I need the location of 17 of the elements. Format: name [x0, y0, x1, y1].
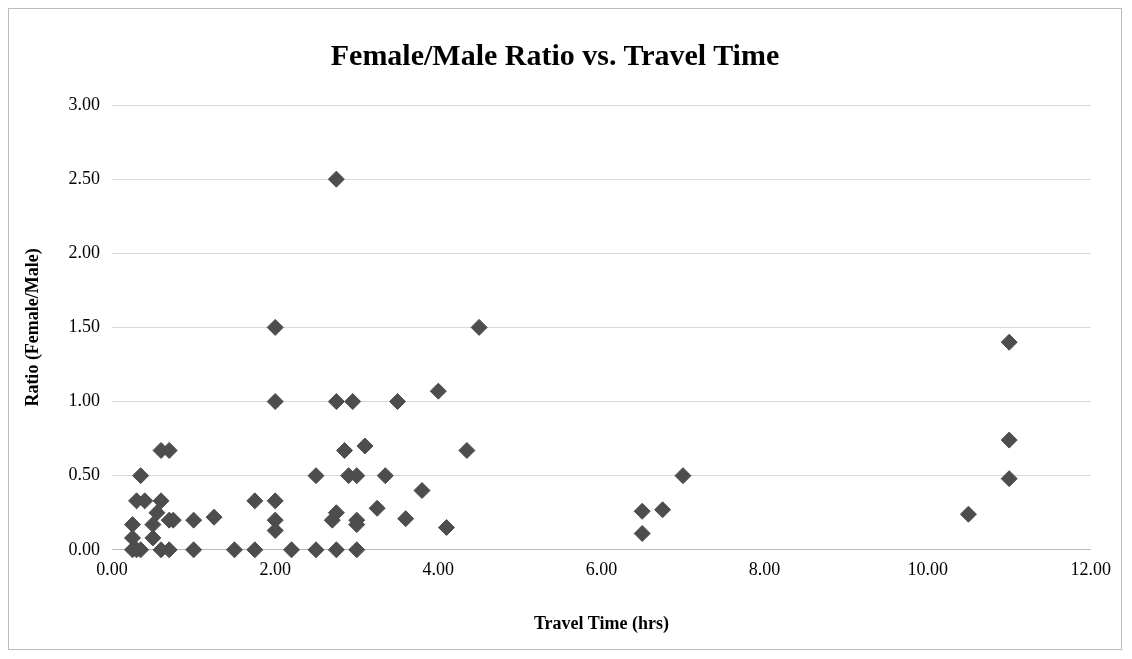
y-tick-label: 2.50: [68, 167, 101, 188]
y-tick-label: 3.00: [68, 93, 101, 114]
y-tick-label: 0.50: [68, 464, 101, 485]
x-tick-label: 2.00: [259, 559, 291, 580]
y-axis-title: Ratio (Female/Male): [22, 248, 44, 407]
y-tick-label: 0.00: [68, 538, 101, 559]
x-tick-label: 4.00: [422, 559, 455, 580]
x-tick-label: 6.00: [585, 559, 618, 580]
x-tick-label: 10.00: [907, 559, 948, 580]
x-axis-title: Travel Time (hrs): [533, 612, 669, 634]
y-tick-label: 1.50: [68, 316, 101, 337]
chart-title: Female/Male Ratio vs. Travel Time: [330, 37, 780, 71]
y-tick-label: 2.00: [68, 242, 101, 262]
x-tick-label: 12.00: [1070, 559, 1111, 580]
y-tick-label: 1.00: [68, 390, 101, 411]
x-tick-label: 8.00: [748, 559, 781, 580]
x-tick-label: 0.00: [96, 559, 128, 580]
